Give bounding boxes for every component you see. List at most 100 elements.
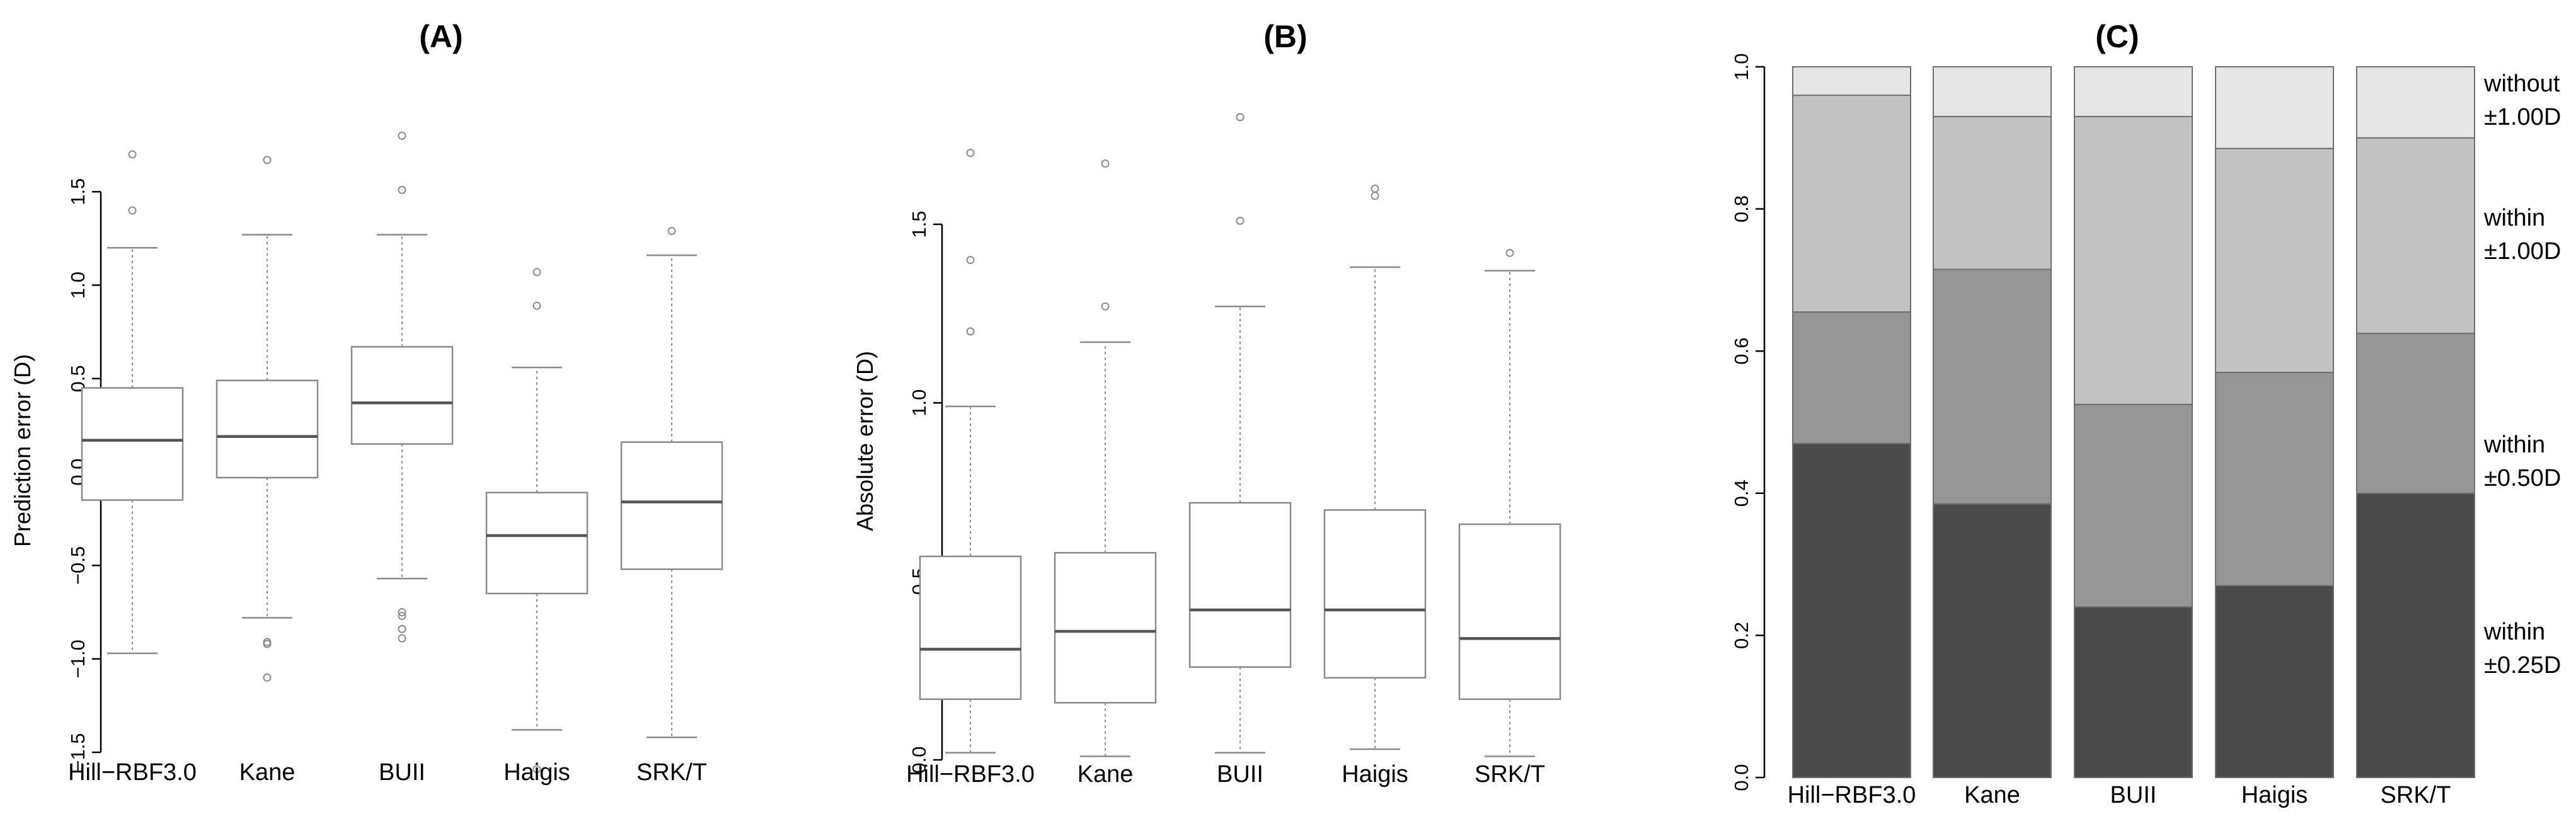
- x-category-label: Haigis: [2241, 782, 2308, 808]
- segment-label-line: within: [2483, 432, 2545, 458]
- stacked-bar-2: [1933, 66, 2052, 778]
- x-category-label: Hill−RBF3.0: [1788, 782, 1916, 808]
- bar-segment: [2074, 66, 2193, 117]
- y-tick-label: 0.0: [1730, 764, 1752, 791]
- box-5: [1458, 248, 1561, 757]
- outlier-point: [398, 185, 406, 194]
- outlier-point: [1505, 248, 1514, 257]
- segment-label-line: without: [2483, 71, 2560, 97]
- bar-segment: [1933, 503, 2052, 778]
- panel-title: (A): [419, 19, 463, 54]
- iqr-box: [620, 441, 723, 570]
- box-4: [1323, 184, 1427, 750]
- iqr-box: [350, 346, 454, 445]
- y-tick-label: 1.5: [67, 178, 89, 205]
- outlier-point: [398, 624, 406, 633]
- box-2: [216, 156, 319, 682]
- y-axis-title: Absolute error (D): [852, 351, 878, 531]
- box-1: [919, 149, 1022, 754]
- panel-title: (C): [2095, 19, 2139, 54]
- bar-segment: [2215, 372, 2334, 587]
- bar-segment: [1792, 442, 1911, 778]
- outlier-point: [398, 612, 406, 621]
- outlier-point: [1236, 216, 1245, 225]
- segment-label-3: within ±1.00D: [2483, 205, 2561, 265]
- segment-label-line: ±0.25D: [2484, 652, 2561, 679]
- bar-segment: [1792, 95, 1911, 313]
- y-tick-label: 0.0: [908, 746, 930, 773]
- y-tick-label: 1.0: [1730, 53, 1752, 80]
- x-category-label: SRK/T: [2381, 782, 2451, 808]
- outlier-point: [128, 206, 137, 215]
- bar-segment: [1933, 66, 2052, 117]
- segment-label-line: ±1.00D: [2484, 104, 2561, 130]
- y-tick-label: −1.5: [67, 733, 89, 771]
- x-category-label: SRK/T: [1475, 761, 1545, 788]
- segment-label-4: without ±1.00D: [2483, 71, 2561, 130]
- x-category-label: Kane: [239, 759, 296, 786]
- outlier-point: [263, 673, 272, 682]
- outlier-point: [398, 608, 406, 617]
- bar-segment: [2356, 492, 2475, 778]
- x-category-label: Kane: [1964, 782, 2020, 808]
- box-5: [620, 227, 723, 738]
- bar-segment: [2215, 147, 2334, 374]
- segment-label-line: within: [2483, 205, 2545, 231]
- outlier-point: [1101, 159, 1110, 168]
- segment-label-line: ±0.50D: [2484, 465, 2561, 491]
- stacked-bar-3: [2074, 66, 2193, 779]
- segment-label-line: within: [2483, 619, 2545, 645]
- outlier-point: [966, 149, 975, 158]
- bar-segment: [1933, 115, 2052, 270]
- x-category-label: SRK/T: [636, 759, 707, 786]
- y-tick-label: 1.0: [67, 272, 89, 299]
- bar-segment: [1933, 268, 2052, 505]
- bar-segment: [2074, 606, 2193, 779]
- outlier-point: [263, 156, 272, 164]
- outlier-point: [667, 227, 676, 236]
- x-category-label: Haigis: [503, 759, 570, 786]
- x-category-label: Hill−RBF3.0: [68, 759, 197, 786]
- y-tick-label: −0.5: [67, 546, 89, 585]
- outlier-point: [263, 640, 272, 648]
- outlier-point: [532, 301, 541, 310]
- segment-label-line: ±1.00D: [2484, 238, 2561, 265]
- y-tick-label: 0.6: [1730, 338, 1752, 365]
- iqr-box: [1054, 552, 1157, 704]
- x-category-label: BUII: [1217, 761, 1263, 788]
- outlier-point: [398, 634, 406, 643]
- box-2: [1054, 159, 1157, 757]
- outlier-point: [1236, 113, 1245, 122]
- iqr-box: [216, 379, 319, 479]
- iqr-box: [919, 555, 1022, 700]
- outlier-point: [128, 150, 137, 159]
- outlier-point: [532, 268, 541, 277]
- bar-segment: [2074, 115, 2193, 405]
- y-tick-label: −1.0: [67, 640, 89, 678]
- stacked-bar-5: [2356, 66, 2475, 778]
- iqr-box: [81, 387, 184, 501]
- outlier-point: [1371, 192, 1379, 200]
- x-category-label: BUII: [2110, 782, 2157, 808]
- outlier-point: [532, 765, 541, 774]
- iqr-box: [1458, 523, 1561, 700]
- y-tick-label: 0.8: [1730, 195, 1752, 222]
- y-tick-label: 0.4: [1730, 479, 1752, 507]
- bar-segment: [2074, 403, 2193, 608]
- iqr-box: [1323, 509, 1427, 679]
- y-tick-label: 1.0: [908, 389, 930, 416]
- box-3: [1188, 113, 1292, 754]
- stacked-bar-4: [2215, 66, 2334, 778]
- stacked-bar-1: [1792, 66, 1911, 778]
- y-tick-label: 1.5: [908, 210, 930, 238]
- x-category-label: Haigis: [1342, 761, 1408, 788]
- outlier-point: [966, 256, 975, 265]
- x-category-label: Hill−RBF3.0: [906, 761, 1035, 788]
- x-category-label: BUII: [379, 759, 425, 786]
- bar-segment: [2356, 66, 2475, 139]
- y-tick-label: 0.2: [1730, 622, 1752, 649]
